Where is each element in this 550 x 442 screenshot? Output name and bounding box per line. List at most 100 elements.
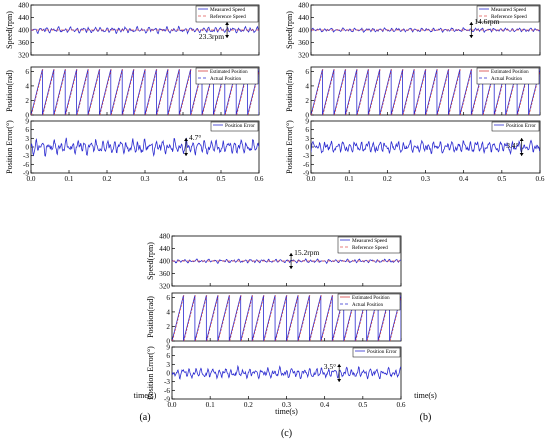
arrow-head bbox=[337, 364, 342, 367]
panel-3-1: 320 360 400 440 480 Speed(rpm) Measured SpeedR… bbox=[146, 233, 402, 291]
y-tick-label: -9 bbox=[164, 396, 170, 404]
arrow-head bbox=[469, 35, 474, 38]
ripple-annotation: 4.7° bbox=[184, 133, 201, 156]
legend-label: Position Error bbox=[367, 349, 397, 355]
position-error-line bbox=[31, 137, 259, 158]
y-tick-label: -3 bbox=[23, 152, 29, 160]
x-tick-label: 0.6 bbox=[397, 401, 406, 409]
y-tick-label: 4 bbox=[25, 82, 29, 90]
ripple-annotation: 3.5° bbox=[324, 362, 342, 382]
y-tick-label: 0 bbox=[25, 112, 29, 120]
measured-speed-line bbox=[172, 258, 401, 265]
y-tick-label: 9 bbox=[305, 118, 309, 126]
x-tick-label: 0.4 bbox=[179, 175, 188, 183]
y-tick-label: 400 bbox=[159, 258, 170, 266]
legend-box bbox=[491, 121, 540, 132]
x-tick-label: 0.3 bbox=[141, 175, 150, 183]
y-tick-label: 440 bbox=[159, 245, 170, 253]
y-tick-label: 9 bbox=[166, 344, 170, 352]
y-tick-label: 480 bbox=[159, 233, 170, 241]
legend-label: Measured Speed bbox=[210, 7, 246, 13]
plot-area bbox=[311, 26, 540, 34]
legend: Position Error bbox=[491, 121, 540, 132]
x-tick-label: 0.5 bbox=[217, 175, 226, 183]
legend-box bbox=[476, 67, 540, 85]
y-tick-label: 9 bbox=[25, 118, 29, 126]
x-tick-label: 0.2 bbox=[383, 175, 392, 183]
legend-box bbox=[476, 5, 540, 23]
y-tick-label: -3 bbox=[303, 152, 309, 160]
subfigure-label: (c) bbox=[281, 428, 292, 439]
y-tick-label: 4 bbox=[166, 308, 170, 316]
y-tick-label: 6 bbox=[25, 68, 29, 76]
ripple-annotation: 3.4° bbox=[506, 138, 524, 156]
x-tick-label: 0.1 bbox=[345, 175, 354, 183]
x-tick-label: 0.2 bbox=[103, 175, 112, 183]
arrow-head bbox=[337, 379, 342, 382]
y-tick-label: 4 bbox=[305, 82, 309, 90]
legend-box bbox=[352, 347, 401, 358]
x-tick-label: 0.4 bbox=[459, 175, 468, 183]
annotation-label: 15.2rpm bbox=[294, 248, 319, 257]
y-tick-label: 440 bbox=[18, 14, 29, 22]
legend-label: Reference Speed bbox=[210, 13, 246, 20]
x-tick-label: 0.5 bbox=[497, 175, 506, 183]
legend-box bbox=[195, 67, 259, 85]
x-tick-label: 0.1 bbox=[206, 401, 215, 409]
y-tick-label: -9 bbox=[303, 170, 309, 178]
y-tick-label: -6 bbox=[164, 387, 170, 395]
position-error-line bbox=[172, 364, 401, 380]
x-tick-label: 0.5 bbox=[358, 401, 367, 409]
y-tick-label: -6 bbox=[303, 161, 309, 169]
annotation-label: 23.3rpm bbox=[199, 32, 224, 41]
legend-label: Reference Speed bbox=[491, 13, 527, 20]
panel-2-1: 320 360 400 440 480 Speed(rpm) Measured SpeedR… bbox=[285, 2, 541, 60]
y-tick-label: 0 bbox=[305, 144, 309, 152]
x-axis-label: time(s) bbox=[134, 391, 157, 400]
y-tick-label: 480 bbox=[18, 2, 29, 10]
plot-area bbox=[172, 258, 401, 265]
y-tick-label: 2 bbox=[166, 323, 170, 331]
y-tick-label: 360 bbox=[298, 39, 309, 47]
legend-label: Measured Speed bbox=[491, 7, 527, 13]
arrow-head bbox=[469, 22, 474, 25]
y-tick-label: 3 bbox=[166, 361, 170, 369]
legend-label: Position Error bbox=[506, 123, 536, 129]
legend: Position Error bbox=[352, 347, 401, 358]
y-tick-label: -6 bbox=[23, 161, 29, 169]
arrow-head bbox=[184, 138, 189, 141]
ripple-annotation: 15.2rpm bbox=[289, 248, 319, 269]
arrow-head bbox=[184, 153, 189, 156]
plot-area bbox=[31, 25, 259, 35]
arrow-head bbox=[289, 266, 294, 269]
y-tick-label: 3 bbox=[25, 135, 29, 143]
x-tick-label: 0.6 bbox=[536, 175, 545, 183]
y-tick-label: 0 bbox=[166, 338, 170, 346]
y-axis-label: Position Error(°) bbox=[285, 120, 294, 174]
x-tick-label: 0.3 bbox=[421, 175, 430, 183]
y-tick-label: 0 bbox=[166, 370, 170, 378]
arrow-head bbox=[289, 253, 294, 256]
subfigure-label: (b) bbox=[420, 412, 432, 423]
arrow-head bbox=[225, 35, 230, 38]
legend-label: Reference Speed bbox=[352, 244, 388, 251]
annotation-label: 4.7° bbox=[189, 133, 201, 142]
y-axis-label: Position Error(°) bbox=[146, 346, 155, 400]
position-error-line bbox=[311, 139, 540, 156]
legend-label: Actual Position bbox=[491, 77, 522, 82]
x-tick-label: 0.2 bbox=[244, 401, 253, 409]
x-tick-label: 0.0 bbox=[307, 175, 316, 183]
legend: Estimated Position Actual Position bbox=[476, 67, 540, 85]
arrow-head bbox=[519, 153, 524, 156]
x-tick-label: 0.3 bbox=[282, 401, 291, 409]
ripple-annotation: 23.3rpm bbox=[199, 22, 230, 41]
subfigure-label: (a) bbox=[139, 412, 150, 423]
